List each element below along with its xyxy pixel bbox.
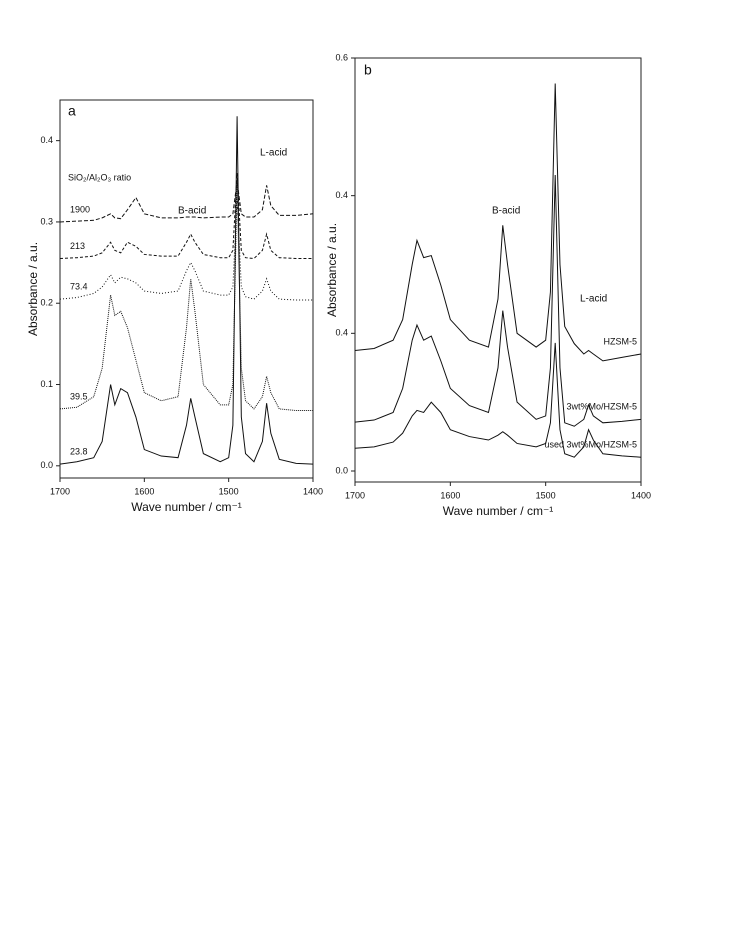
series-label: 73.4 — [70, 282, 88, 292]
spectrum-line — [59, 181, 314, 223]
y-tick-label: 0.3 — [40, 216, 53, 226]
y-tick-label: 0.4 — [335, 328, 348, 338]
series-label: 23.8 — [70, 447, 88, 457]
y-axis-label: Absorbance / a.u. — [26, 242, 40, 336]
x-tick-label: 1600 — [440, 490, 460, 500]
y-tick-label: 0.4 — [40, 135, 53, 145]
spectrum-line — [59, 181, 313, 412]
y-tick-label: 0.6 — [335, 52, 348, 62]
spectrum-line — [354, 83, 642, 362]
annotation: a — [68, 103, 76, 119]
spectrum-line — [354, 174, 642, 427]
y-tick-label: 0.1 — [40, 379, 53, 389]
spectrum-line — [59, 116, 314, 465]
x-tick-label: 1700 — [345, 490, 365, 500]
annotation: b — [364, 62, 372, 78]
annotation: B-acid — [178, 206, 206, 217]
x-axis-label: Wave number / cm⁻¹ — [443, 504, 554, 518]
series-label: HZSM-5 — [604, 336, 638, 346]
series-label: 39.5 — [70, 391, 88, 401]
y-tick-label: 0.2 — [40, 298, 53, 308]
series-label: 213 — [70, 241, 85, 251]
y-tick-label: 0.0 — [335, 465, 348, 475]
annotation: L-acid — [580, 294, 607, 305]
x-tick-label: 1400 — [303, 486, 323, 496]
spectrum-line — [59, 173, 313, 260]
x-tick-label: 1400 — [631, 490, 651, 500]
plot-frame — [59, 99, 314, 479]
annotation: B-acid — [492, 206, 520, 217]
x-tick-label: 1700 — [50, 486, 70, 496]
y-tick-label: 0.4 — [335, 190, 348, 200]
series-label: used 3wt%Mo/HZSM-5 — [544, 440, 637, 450]
annotation: L-acid — [260, 148, 287, 159]
plot-frame — [354, 57, 642, 483]
x-tick-label: 1500 — [219, 486, 239, 496]
y-axis-label: Absorbance / a.u. — [325, 223, 339, 317]
spectrum-line — [354, 342, 642, 458]
x-tick-label: 1600 — [134, 486, 154, 496]
series-label: 1900 — [70, 204, 90, 214]
x-tick-label: 1500 — [536, 490, 556, 500]
spectrum-line — [59, 197, 313, 301]
y-tick-label: 0.0 — [40, 460, 53, 470]
series-label: 3wt%Mo/HZSM-5 — [566, 402, 637, 412]
annotation: SiO₂/Al₂O₃ ratio — [68, 172, 131, 182]
x-axis-label: Wave number / cm⁻¹ — [131, 500, 242, 514]
